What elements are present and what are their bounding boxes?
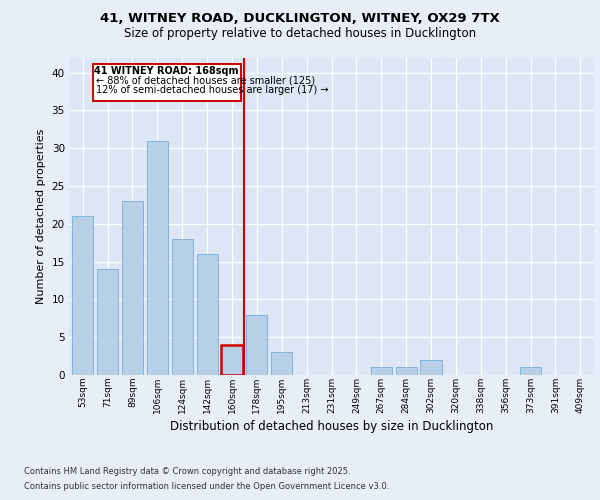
Bar: [271, 352, 292, 375]
Text: ← 88% of detached houses are smaller (125): ← 88% of detached houses are smaller (12…: [97, 76, 316, 86]
Text: 41, WITNEY ROAD, DUCKLINGTON, WITNEY, OX29 7TX: 41, WITNEY ROAD, DUCKLINGTON, WITNEY, OX…: [100, 12, 500, 26]
Bar: [395, 368, 417, 375]
FancyBboxPatch shape: [92, 64, 241, 102]
Bar: [197, 254, 218, 375]
Text: 41 WITNEY ROAD: 168sqm: 41 WITNEY ROAD: 168sqm: [94, 66, 239, 76]
Text: Size of property relative to detached houses in Ducklington: Size of property relative to detached ho…: [124, 28, 476, 40]
Text: Contains HM Land Registry data © Crown copyright and database right 2025.: Contains HM Land Registry data © Crown c…: [24, 467, 350, 476]
Bar: [72, 216, 93, 375]
Bar: [520, 368, 541, 375]
Bar: [172, 239, 193, 375]
Text: 12% of semi-detached houses are larger (17) →: 12% of semi-detached houses are larger (…: [97, 85, 329, 95]
Bar: [421, 360, 442, 375]
Bar: [147, 140, 168, 375]
Bar: [246, 314, 268, 375]
Bar: [122, 201, 143, 375]
Y-axis label: Number of detached properties: Number of detached properties: [36, 128, 46, 304]
Text: Contains public sector information licensed under the Open Government Licence v3: Contains public sector information licen…: [24, 482, 389, 491]
X-axis label: Distribution of detached houses by size in Ducklington: Distribution of detached houses by size …: [170, 420, 493, 432]
Bar: [371, 368, 392, 375]
Bar: [221, 345, 242, 375]
Bar: [97, 269, 118, 375]
